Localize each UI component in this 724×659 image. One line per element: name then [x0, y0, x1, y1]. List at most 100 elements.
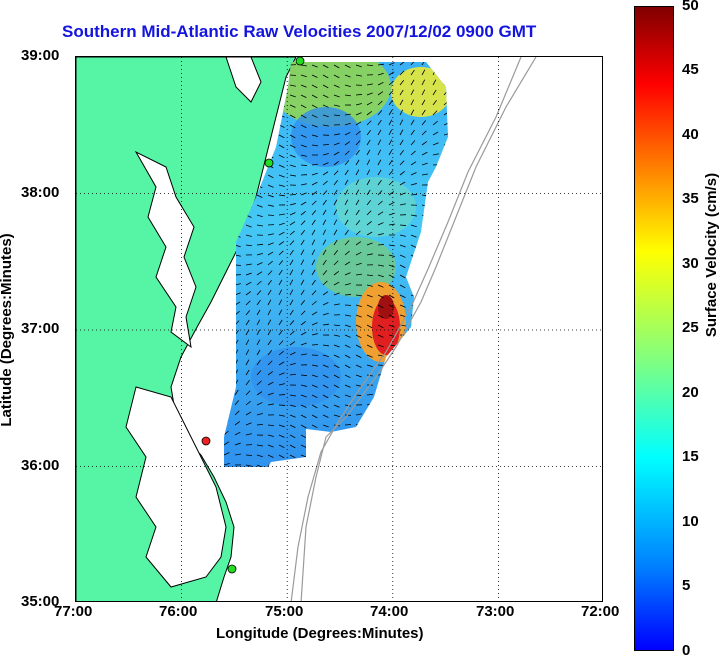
velocity-arrow	[410, 89, 415, 96]
velocity-arrow	[322, 394, 329, 399]
velocity-arrow	[421, 379, 426, 386]
velocity-arrow	[289, 144, 296, 149]
velocity-arrow	[388, 314, 395, 318]
velocity-arrow	[355, 394, 363, 397]
velocity-arrow	[333, 443, 340, 446]
velocity-arrow	[245, 422, 252, 426]
velocity-arrow	[235, 475, 241, 476]
velocity-arrow	[311, 434, 318, 438]
x-tick-label: 72:00	[581, 603, 620, 620]
velocity-arrow	[256, 464, 263, 467]
velocity-arrow	[410, 119, 415, 126]
velocity-arrow	[399, 89, 404, 96]
velocity-arrow	[333, 344, 340, 348]
velocity-arrow	[344, 460, 350, 466]
velocity-arrow	[443, 254, 448, 257]
velocity-arrow	[432, 110, 438, 116]
velocity-arrow	[333, 292, 340, 296]
velocity-arrow	[355, 140, 361, 146]
velocity-arrow	[455, 291, 460, 295]
velocity-arrow	[366, 449, 371, 456]
velocity-arrow	[399, 439, 404, 446]
velocity-arrow	[289, 289, 294, 296]
velocity-arrow	[421, 254, 428, 259]
velocity-arrow	[267, 444, 274, 448]
velocity-arrow	[366, 130, 372, 136]
velocity-arrow	[290, 475, 296, 477]
velocity-arrow	[344, 169, 349, 176]
velocity-arrow	[410, 69, 415, 76]
velocity-arrow	[443, 421, 448, 426]
velocity-arrow	[355, 344, 362, 349]
velocity-arrow	[443, 379, 448, 386]
velocity-arrow	[256, 391, 263, 396]
colorbar-tick-label: 0	[682, 642, 691, 659]
velocity-arrow	[322, 404, 329, 409]
velocity-arrow	[311, 200, 317, 206]
velocity-arrow	[344, 64, 351, 68]
velocity-arrow	[366, 324, 373, 329]
velocity-arrow	[289, 259, 294, 266]
velocity-arrow	[311, 384, 318, 388]
velocity-arrow	[267, 174, 274, 179]
velocity-arrow	[388, 139, 393, 146]
velocity-arrow	[322, 162, 329, 166]
velocity-arrow	[344, 219, 349, 226]
velocity-arrow	[289, 94, 296, 98]
velocity-arrow	[410, 450, 416, 456]
velocity-arrow	[234, 410, 240, 416]
velocity-arrow	[355, 354, 362, 359]
velocity-arrow	[443, 79, 448, 86]
velocity-arrow	[322, 424, 329, 428]
velocity-arrow	[377, 449, 382, 456]
velocity-arrow	[344, 131, 351, 136]
velocity-arrow	[377, 244, 385, 246]
velocity-arrow	[245, 411, 252, 416]
velocity-arrow	[455, 81, 459, 85]
velocity-arrow	[355, 74, 362, 77]
velocity-arrow	[344, 84, 351, 87]
velocity-arrow	[256, 359, 261, 366]
velocity-arrow	[399, 314, 406, 318]
velocity-arrow	[267, 214, 275, 216]
velocity-arrow	[311, 219, 316, 226]
velocity-arrow	[278, 340, 284, 346]
velocity-arrow	[388, 170, 394, 176]
velocity-arrow	[278, 154, 285, 159]
velocity-arrow	[322, 354, 329, 358]
velocity-arrow	[256, 309, 261, 316]
velocity-arrow	[333, 303, 340, 306]
velocity-arrow	[333, 64, 340, 69]
velocity-arrow	[234, 400, 240, 406]
velocity-arrow	[344, 394, 351, 398]
velocity-arrow	[245, 329, 250, 336]
velocity-arrow	[322, 190, 328, 196]
velocity-arrow	[421, 120, 427, 126]
velocity-arrow	[224, 441, 230, 446]
velocity-arrow	[366, 274, 374, 276]
velocity-arrow	[366, 189, 371, 196]
velocity-arrow	[443, 264, 448, 266]
velocity-arrow	[377, 429, 382, 436]
velocity-arrow	[432, 409, 437, 416]
velocity-arrow	[300, 300, 306, 306]
velocity-arrow	[300, 114, 307, 119]
velocity-arrow	[355, 94, 363, 96]
velocity-arrow	[311, 172, 318, 176]
velocity-arrow	[333, 104, 340, 107]
velocity-arrow	[443, 111, 448, 116]
velocity-arrow	[344, 74, 351, 78]
velocity-arrow	[256, 370, 262, 376]
sound-water	[125, 386, 227, 588]
velocity-arrow	[432, 184, 439, 187]
velocity-arrow	[377, 100, 383, 106]
velocity-arrow	[443, 453, 448, 456]
velocity-arrow	[344, 433, 351, 436]
velocity-arrow	[355, 159, 360, 166]
velocity-arrow	[245, 433, 252, 436]
velocity-arrow	[432, 234, 439, 239]
velocity-arrow	[322, 84, 329, 89]
velocity-arrow	[289, 164, 296, 168]
velocity-arrow	[300, 74, 307, 78]
velocity-arrow	[256, 194, 263, 198]
